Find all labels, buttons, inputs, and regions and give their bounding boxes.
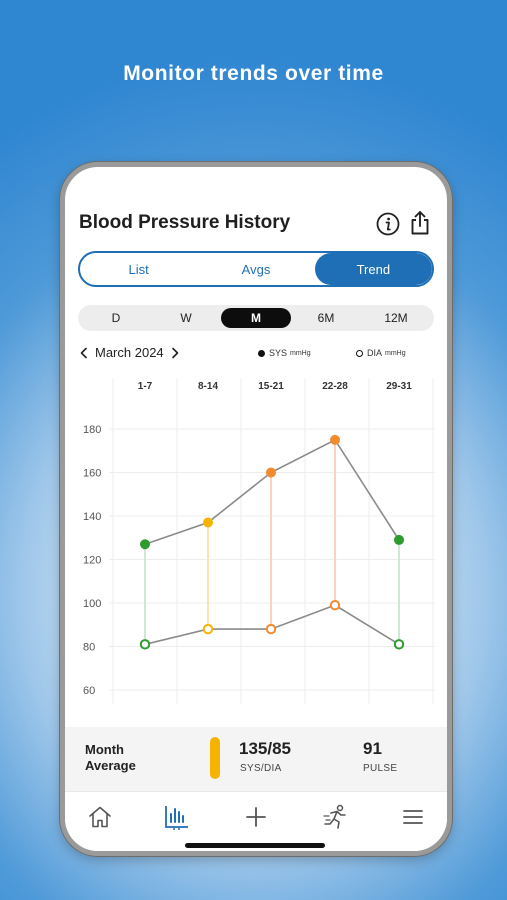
view-segmented-control: List Avgs Trend (78, 251, 434, 287)
dia-point (139, 639, 151, 650)
activity-icon[interactable] (321, 802, 351, 832)
sys-point (330, 434, 340, 445)
screen: Blood Pressure History List Avgs Trend D… (65, 167, 447, 851)
legend-sys-unit: mmHg (290, 349, 311, 357)
y-tick-label: 80 (83, 642, 95, 654)
month-average-panel: Month Average 135/85 SYS/DIA 91 PULSE (65, 727, 447, 791)
legend-dia: DIA mmHg (356, 348, 406, 358)
pulse-average-sub: PULSE (363, 763, 398, 774)
period-navigator: March 2024 (77, 345, 182, 360)
x-tick-label: 15-21 (258, 381, 284, 392)
chevron-right-icon[interactable] (168, 346, 182, 360)
y-tick-label: 100 (83, 598, 101, 610)
headline: Monitor trends over time (123, 62, 384, 85)
range-week[interactable]: W (180, 311, 192, 325)
range-6-month[interactable]: 6M (317, 311, 335, 325)
y-tick-label: 160 (83, 468, 101, 480)
legend-sys-label: SYS (269, 348, 288, 358)
x-tick-label: 29-31 (386, 381, 412, 392)
legend-sys: SYS mmHg (258, 348, 311, 358)
chevron-left-icon[interactable] (77, 346, 91, 360)
menu-icon[interactable] (398, 802, 428, 832)
y-tick-label: 60 (83, 685, 95, 697)
legend-sys-dot (258, 349, 265, 357)
tab-list[interactable]: List (128, 261, 149, 277)
legend-dia-dot (356, 349, 363, 357)
home-icon[interactable] (85, 802, 115, 832)
pulse-average-value: 91 (363, 739, 382, 758)
x-tick-label: 22-28 (322, 381, 348, 392)
dia-point (329, 599, 341, 611)
dia-point (202, 623, 214, 635)
x-tick-label: 8-14 (198, 381, 218, 392)
bp-average-value: 135/85 (239, 739, 291, 758)
summary-label: Month Average (85, 742, 136, 773)
plus-icon[interactable] (241, 802, 271, 832)
y-tick-label: 120 (83, 555, 101, 567)
home-indicator (185, 843, 325, 848)
y-tick-label: 140 (83, 511, 101, 523)
bottom-tab-bar (65, 791, 447, 851)
range-selector: D W M 6M 12M (78, 305, 434, 331)
summary-color-bar (210, 737, 220, 779)
legend-dia-label: DIA (367, 348, 383, 358)
dia-point (393, 639, 405, 650)
share-icon[interactable] (408, 209, 432, 237)
bp-average-sub: SYS/DIA (240, 763, 282, 774)
y-tick-label: 180 (83, 424, 101, 436)
range-12-month[interactable]: 12M (384, 311, 408, 325)
legend-dia-unit: mmHg (385, 349, 406, 357)
sys-point (140, 539, 150, 550)
range-day[interactable]: D (111, 311, 121, 325)
tab-trend[interactable]: Trend (314, 253, 432, 285)
tab-avgs[interactable]: Avgs (241, 261, 271, 277)
chart-icon[interactable] (162, 802, 192, 832)
phone-frame: Blood Pressure History List Avgs Trend D… (60, 162, 452, 856)
sys-point (394, 534, 404, 545)
dia-point (265, 623, 277, 635)
x-tick-label: 1-7 (138, 381, 153, 392)
sys-point (203, 517, 213, 528)
sys-point (266, 467, 276, 478)
period-label: March 2024 (95, 345, 164, 360)
page-title: Blood Pressure History (79, 212, 291, 233)
range-month[interactable]: M (221, 308, 291, 328)
trend-chart: 60 80 100 120 140 160 180 1-7 8-14 15-21 22-28 29-3… (83, 379, 435, 704)
info-icon[interactable] (375, 211, 401, 237)
